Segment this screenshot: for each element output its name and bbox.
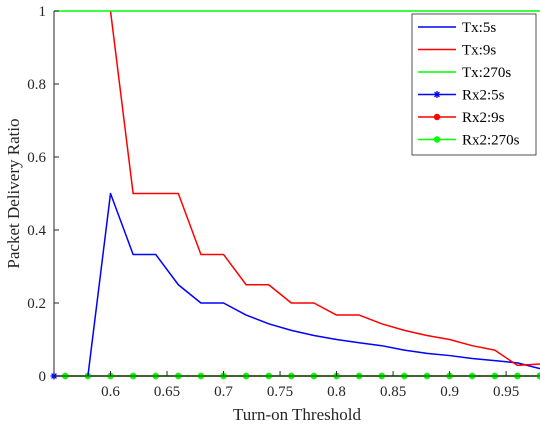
legend: Tx:5s Tx:9s Tx:270s Rx2:5s Rx2:9s Rx2:270s	[411, 13, 537, 156]
y-axis-label: Packet Delivery Ratio	[4, 118, 23, 268]
series-line	[109, 10, 540, 367]
series-tx-9s	[109, 10, 540, 367]
legend-entry: Tx:5s	[418, 20, 496, 36]
legend-label: Tx:5s	[462, 20, 496, 36]
y-tick-label: 0.6	[27, 150, 46, 166]
legend-label: Rx2:9s	[462, 110, 505, 126]
legend-entry: Tx:9s	[418, 43, 496, 59]
data-point	[433, 91, 441, 98]
y-tick-label: 1	[39, 4, 47, 20]
x-tick-label: 0.75	[267, 384, 293, 400]
legend-label: Tx:270s	[462, 65, 511, 81]
x-tick-label: 0.6	[101, 384, 120, 400]
legend-entry: Rx2:270s	[418, 133, 520, 149]
y-tick-label: 0.8	[27, 77, 46, 93]
x-tick-label: 0.65	[154, 384, 180, 400]
legend-entry: Rx2:5s	[418, 88, 505, 104]
legend-label: Rx2:5s	[462, 88, 505, 104]
legend-entry: Tx:270s	[418, 65, 511, 81]
x-axis-label: Turn-on Threshold	[233, 405, 361, 424]
legend-label: Tx:9s	[462, 43, 496, 59]
data-point	[433, 113, 441, 121]
y-tick-label: 0.2	[27, 296, 46, 312]
y-tick-label: 0	[39, 369, 47, 385]
y-tick-label: 0.4	[27, 223, 46, 239]
x-tick-label: 0.8	[327, 384, 346, 400]
x-tick-label: 0.95	[493, 384, 519, 400]
series-tx-5s	[87, 192, 540, 377]
ticks-layer: 0.6 0.65 0.7 0.75 0.8 0.85 0.9 0.95 0 0.2 0.4 0.6 0.…	[27, 4, 519, 400]
axes-layer	[53, 11, 540, 377]
legend-entry: Rx2:9s	[418, 110, 505, 126]
legend-label: Rx2:270s	[462, 133, 520, 149]
x-tick-label: 0.9	[440, 384, 459, 400]
x-tick-label: 0.85	[380, 384, 406, 400]
series-line	[87, 192, 540, 377]
data-point	[433, 136, 441, 143]
x-tick-label: 0.7	[214, 384, 233, 400]
legend-box	[411, 13, 537, 156]
